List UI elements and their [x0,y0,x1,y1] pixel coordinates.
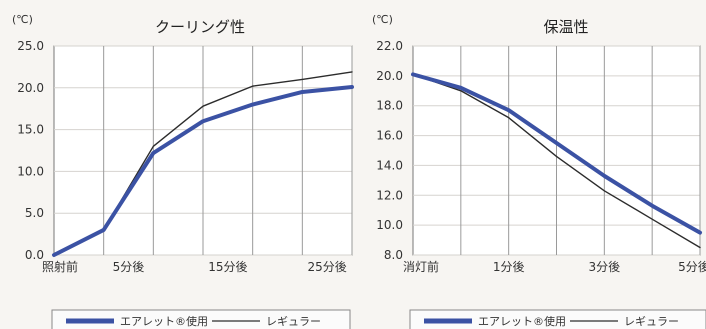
y-tick-label: 0.0 [25,248,44,262]
chart-title: クーリング性 [155,18,245,36]
y-tick-label: 22.0 [376,39,403,53]
y-tick-label: 15.0 [17,123,44,137]
x-tick-label: 5分後 [113,260,145,274]
y-tick-label: 12.0 [376,188,403,202]
y-tick-label: 20.0 [17,81,44,95]
x-tick-label: 5分後 [678,260,706,274]
y-tick-label: 25.0 [17,39,44,53]
y-tick-label: 14.0 [376,158,403,172]
x-tick-label: 消灯前 [403,259,439,274]
x-tick-label: 15分後 [208,260,247,274]
x-tick-label: 25分後 [308,260,347,274]
y-tick-label: 20.0 [376,69,403,83]
unit-label: (℃) [12,13,33,26]
legend-label-regular: レギュラー [624,315,679,328]
x-tick-label: 3分後 [589,260,621,274]
y-tick-label: 16.0 [376,129,403,143]
chart-title: 保温性 [543,18,588,36]
legend-label-regular: レギュラー [266,315,321,328]
y-tick-label: 10.0 [17,164,44,178]
y-tick-label: 10.0 [376,218,403,232]
series-line-airlet [411,72,702,235]
legend-label-airlet: エアレット®使用 [120,315,208,328]
series-line-airlet [52,84,354,257]
unit-label: (℃) [372,13,393,26]
x-tick-label: 1分後 [493,260,525,274]
legend-label-airlet: エアレット®使用 [478,315,566,328]
series-line-regular [412,73,701,249]
y-tick-label: 18.0 [376,99,403,113]
y-tick-label: 8.0 [384,248,403,262]
legend-box [409,309,706,329]
legend-box [51,309,351,329]
x-tick-label: 照射前 [42,259,78,274]
y-tick-label: 5.0 [25,206,44,220]
